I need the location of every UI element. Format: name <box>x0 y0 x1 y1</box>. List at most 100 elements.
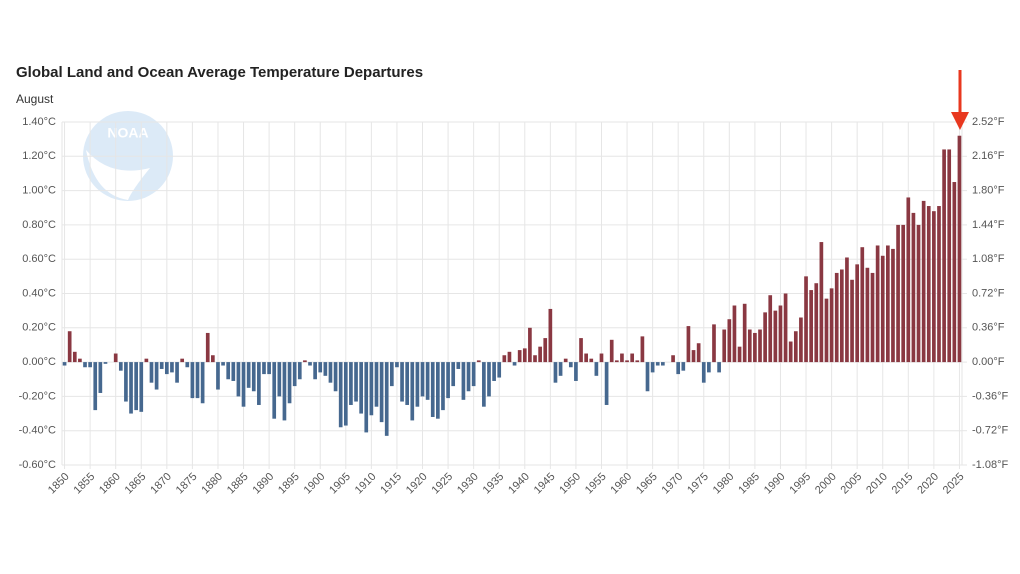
bar <box>303 360 307 363</box>
bar <box>845 257 849 363</box>
bar <box>686 326 691 363</box>
bar <box>236 362 241 397</box>
x-tick-label: 1940 <box>506 471 532 497</box>
bar <box>553 362 558 383</box>
bar <box>129 362 133 414</box>
bar <box>737 346 742 363</box>
bar <box>395 362 399 368</box>
bar <box>226 362 231 380</box>
bar <box>297 362 302 380</box>
bar <box>456 362 461 369</box>
y2-tick-label: 2.16°F <box>972 150 1005 162</box>
bar <box>313 362 317 380</box>
x-tick-label: 1945 <box>532 471 558 497</box>
bar <box>98 362 103 393</box>
x-tick-label: 1865 <box>123 471 149 497</box>
bar <box>543 338 548 363</box>
bar <box>788 341 793 363</box>
bar <box>430 362 435 417</box>
bar <box>563 358 568 363</box>
y-tick-label: -0.40°C <box>19 425 56 437</box>
x-tick-label: 1930 <box>455 471 481 497</box>
y2-tick-label: 1.80°F <box>972 185 1005 197</box>
bar <box>231 362 236 381</box>
bar <box>369 362 374 416</box>
bar <box>216 362 220 390</box>
bar <box>589 358 594 363</box>
bar <box>829 288 834 363</box>
y-tick-label: -0.60°C <box>19 459 56 471</box>
bar <box>164 362 169 375</box>
x-tick-label: 1855 <box>72 471 98 497</box>
bar <box>190 362 195 399</box>
bar <box>957 135 962 363</box>
bar <box>681 362 686 371</box>
bar <box>522 348 527 363</box>
y-tick-label: 0.80°C <box>22 219 56 231</box>
x-tick-label: 1975 <box>685 471 711 497</box>
bar <box>722 329 727 363</box>
bar <box>93 362 98 411</box>
bar <box>354 362 358 402</box>
bar <box>323 362 328 376</box>
bar <box>461 362 466 400</box>
bar <box>517 350 522 363</box>
x-tick-label: 1980 <box>711 471 737 497</box>
x-tick-label: 2020 <box>915 471 941 497</box>
bar <box>604 362 609 405</box>
bar <box>896 224 900 363</box>
bar <box>451 362 456 387</box>
bar <box>211 355 215 363</box>
bar <box>497 362 502 378</box>
bar <box>154 362 159 390</box>
bar <box>855 264 860 363</box>
bar <box>906 197 911 363</box>
y-tick-label: 0.20°C <box>22 322 56 334</box>
bar <box>476 360 481 363</box>
bar <box>343 362 348 426</box>
bar <box>635 360 640 363</box>
y2-tick-label: 1.44°F <box>972 219 1005 231</box>
bar <box>558 362 563 376</box>
bar <box>471 362 476 387</box>
bar <box>763 312 767 363</box>
bar <box>364 362 369 433</box>
bar <box>865 267 870 363</box>
y-tick-label: -0.20°C <box>19 390 56 402</box>
bar <box>645 362 650 392</box>
bar <box>921 200 926 363</box>
bar <box>379 362 384 423</box>
bar <box>799 317 803 363</box>
bar <box>425 362 430 400</box>
bar <box>655 362 660 366</box>
bar <box>180 358 185 363</box>
x-tick-label: 1920 <box>404 471 430 497</box>
x-tick-label: 1995 <box>787 471 813 497</box>
x-tick-label: 1935 <box>481 471 507 497</box>
bar <box>349 362 353 405</box>
bar <box>502 355 507 363</box>
bar <box>118 362 123 371</box>
bar <box>420 362 425 397</box>
x-tick-label: 2000 <box>813 471 839 497</box>
bar <box>574 362 578 381</box>
y-tick-label: 0.60°C <box>22 253 56 265</box>
bar <box>528 327 532 363</box>
bar <box>277 362 282 397</box>
bar <box>144 358 149 363</box>
x-tick-label: 1880 <box>199 471 225 497</box>
x-tick-label: 2010 <box>864 471 890 497</box>
bar <box>492 362 496 381</box>
bar <box>292 362 297 387</box>
bar <box>159 362 164 369</box>
bar <box>937 206 941 363</box>
bar <box>696 343 701 363</box>
bar <box>410 362 415 421</box>
bar <box>773 310 778 363</box>
y-tick-label: 0.40°C <box>22 287 56 299</box>
bar <box>814 283 819 363</box>
bar <box>318 362 323 373</box>
bar <box>891 248 895 363</box>
y2-tick-label: 1.08°F <box>972 253 1005 265</box>
x-tick-label: 1890 <box>250 471 276 497</box>
